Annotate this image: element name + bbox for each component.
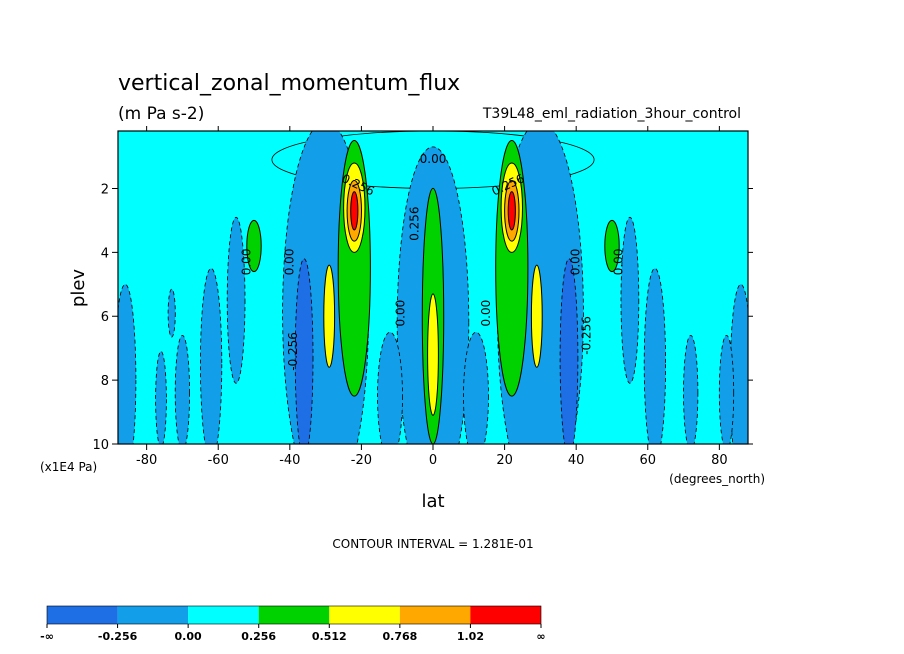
contour-region-15 [604, 219, 620, 273]
contour-region-25 [323, 264, 336, 368]
y-tick-label-4: 10 [92, 438, 109, 453]
contour-region-32 [507, 191, 516, 231]
contour-region-11 [643, 268, 666, 444]
x-tick-label-6: 40 [568, 453, 585, 468]
colorbar-label-0: -∞ [40, 630, 54, 643]
contour-region-26 [530, 264, 543, 368]
y-tick-label-1: 4 [101, 246, 109, 261]
contour-region-9 [559, 258, 579, 444]
y-axis-label: plev [68, 269, 89, 308]
contour-label-11: -0.256 [579, 316, 593, 355]
colorbar-label-1: -0.256 [98, 630, 138, 643]
y-axis: 2 4 6 8 10 [92, 182, 753, 453]
contour-label-4: 0.00 [239, 249, 253, 276]
y-tick-label-0: 2 [101, 182, 109, 197]
contour-region-19 [683, 335, 699, 444]
colorbar-label-6: 1.02 [457, 630, 484, 643]
contour-region-8 [294, 258, 314, 444]
x-axis-label: lat [421, 491, 444, 512]
y-tick-label-3: 8 [101, 374, 109, 389]
x-tick-label-2: -40 [279, 453, 300, 468]
field-layer [118, 131, 748, 444]
chart-units: (m Pa s-2) [118, 104, 204, 124]
colorbar-swatch-3 [258, 606, 330, 624]
colorbar-label-3: 0.256 [241, 630, 276, 643]
contour-label-3: 0.256 [408, 206, 422, 240]
x-tick-label-0: -80 [136, 453, 157, 468]
contour-region-24 [427, 293, 439, 416]
contour-region-12 [377, 331, 403, 444]
x-tick-label-1: -60 [208, 453, 229, 468]
contour-label-7: 0.00 [612, 249, 626, 276]
colorbar-label-5: 0.768 [383, 630, 418, 643]
x-tick-label-3: -20 [351, 453, 372, 468]
x-tick-label-8: 80 [711, 453, 728, 468]
contour-label-5: 0.00 [282, 249, 296, 276]
contour-region-4 [729, 283, 748, 444]
contour-label-0: 0.00 [420, 152, 447, 166]
contour-region-17 [155, 351, 167, 444]
colorbar-label-7: ∞ [536, 630, 545, 643]
contour-region-31 [350, 191, 359, 231]
colorbar-frame [46, 605, 542, 625]
contour-region-20 [718, 335, 735, 444]
x-tick-label-5: 20 [496, 453, 513, 468]
contour-label-9: 0.00 [479, 300, 493, 327]
colorbar-swatch-0 [47, 606, 118, 624]
contour-interval: CONTOUR INTERVAL = 1.281E-01 [332, 537, 533, 551]
contour-region-10 [200, 268, 223, 444]
colorbar-swatch-4 [329, 606, 400, 624]
x-axis: -80 -60 -40 -20 0 20 40 60 80 [136, 126, 728, 468]
colorbar-swatch-2 [188, 606, 259, 624]
colorbar-label-2: 0.00 [175, 630, 202, 643]
colorbar-swatch-1 [117, 606, 189, 624]
chart-title: vertical_zonal_momentum_flux [118, 71, 460, 96]
contour-region-2 [620, 216, 640, 384]
contour-region-16 [167, 288, 176, 338]
y-tick-label-2: 6 [101, 310, 109, 325]
x-axis-units: (degrees_north) [669, 472, 765, 486]
contour-region-1 [226, 216, 246, 384]
y-axis-units: (x1E4 Pa) [40, 460, 97, 474]
contour-label-8: 0.00 [393, 300, 407, 327]
contour-region-3 [118, 283, 137, 444]
contour-region-13 [463, 331, 489, 444]
contour-label-10: -0.256 [286, 332, 300, 371]
run-label: T39L48_eml_radiation_3hour_control [482, 106, 741, 122]
x-tick-label-7: 60 [639, 453, 656, 468]
colorbar-label-4: 0.512 [312, 630, 347, 643]
contour-region-18 [174, 335, 190, 444]
contour-region-14 [246, 219, 262, 273]
contour-label-6: 0.00 [569, 249, 583, 276]
x-tick-label-4: 0 [429, 453, 437, 468]
colorbar: -∞ -0.256 0.00 0.256 0.512 0.768 1.02 ∞ [40, 605, 546, 643]
colorbar-swatch-5 [399, 606, 471, 624]
colorbar-swatch-6 [470, 606, 541, 624]
